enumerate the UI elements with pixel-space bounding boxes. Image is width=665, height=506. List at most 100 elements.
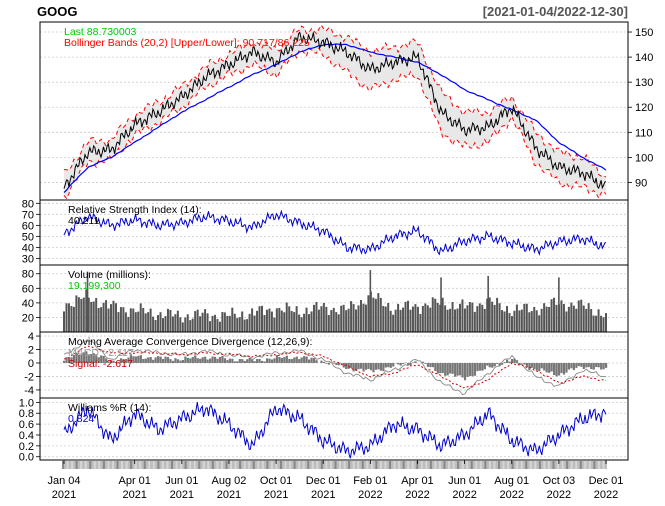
- panel-frame: [39, 397, 629, 461]
- macd-histogram-bar: [253, 361, 256, 363]
- volume-bar: [194, 311, 197, 332]
- x-axis-strip-tick: [561, 461, 564, 469]
- volume-bar: [226, 315, 229, 332]
- volume-bar: [560, 300, 563, 332]
- volume-bar: [161, 318, 164, 332]
- y-tick-label: 80: [22, 269, 34, 281]
- macd-histogram-bar: [206, 359, 209, 363]
- x-axis-strip-tick: [329, 461, 332, 469]
- macd-histogram-bar: [466, 362, 469, 377]
- volume-bar: [508, 313, 511, 332]
- macd-histogram-bar: [285, 355, 288, 363]
- volume-bar: [456, 308, 459, 332]
- macd-histogram-bar: [211, 356, 214, 363]
- volume-bar: [256, 310, 259, 332]
- y-tick-label: 20: [22, 312, 34, 324]
- macd-histogram-bar: [473, 362, 477, 376]
- y-tick-label: 40: [22, 298, 34, 310]
- x-axis-strip-tick: [557, 461, 560, 469]
- x-axis-strip-tick: [529, 461, 532, 469]
- volume-bar: [184, 317, 187, 332]
- macd-histogram-bar: [382, 362, 385, 372]
- x-axis-strip-tick: [416, 461, 419, 469]
- macd-histogram-bar: [213, 356, 217, 363]
- volume-bar: [340, 305, 343, 332]
- macd-histogram-bar: [290, 359, 293, 363]
- volume-bar: [392, 314, 395, 332]
- macd-histogram-bar: [231, 358, 234, 363]
- macd-histogram-bar: [565, 362, 568, 373]
- volume-bar: [310, 311, 313, 332]
- volume-bar: [332, 307, 335, 332]
- macd-histogram-bar: [260, 360, 264, 363]
- x-axis-strip-tick: [448, 461, 451, 469]
- macd-histogram-bar: [327, 362, 331, 365]
- macd-histogram-bar: [191, 357, 194, 363]
- volume-bar: [201, 312, 204, 332]
- macd-histogram-bar: [233, 361, 236, 363]
- macd-histogram-bar: [110, 360, 113, 363]
- macd-histogram-bar: [149, 357, 152, 363]
- macd-histogram-bar: [127, 357, 130, 363]
- volume-bar: [476, 306, 479, 332]
- volume-bar: [251, 308, 254, 332]
- x-axis-strip-tick: [339, 461, 342, 469]
- macd-histogram-bar: [243, 360, 246, 363]
- volume-bar: [228, 315, 231, 332]
- volume-bar: [575, 308, 578, 332]
- macd-histogram-bar: [134, 356, 137, 363]
- volume-bar: [82, 297, 85, 332]
- x-axis-strip-tick: [379, 461, 382, 469]
- x-axis-strip-tick: [184, 461, 187, 469]
- volume-bar: [359, 299, 362, 332]
- volume-bar: [585, 308, 588, 332]
- x-axis-strip-tick: [84, 461, 87, 469]
- volume-bar: [90, 301, 93, 332]
- volume-bar: [481, 304, 484, 332]
- macd-histogram-bar: [241, 359, 244, 363]
- macd-histogram-bar: [174, 358, 177, 363]
- volume-bar: [471, 302, 474, 332]
- macd-histogram-bar: [543, 362, 546, 371]
- macd-histogram-bar: [67, 357, 71, 363]
- macd-histogram-bar: [595, 362, 598, 368]
- macd-histogram-bar: [152, 359, 155, 363]
- volume-bar: [458, 303, 461, 332]
- volume-bar: [421, 305, 424, 332]
- macd-histogram-bar: [555, 362, 558, 377]
- volume-bar: [80, 298, 83, 332]
- macd-histogram-bar: [421, 361, 425, 363]
- macd-histogram-bar: [216, 358, 219, 363]
- x-axis-strip-tick: [402, 461, 405, 469]
- macd-histogram-bar: [575, 362, 578, 368]
- macd-histogram-bar: [402, 362, 405, 365]
- x-axis-strip-tick: [361, 461, 364, 469]
- x-axis-strip-tick: [470, 461, 473, 469]
- macd-histogram-bar: [142, 358, 145, 363]
- macd-histogram-bar: [144, 358, 147, 363]
- annotation-label: Moving Average Convergence Divergence (1…: [68, 336, 312, 348]
- volume-bar: [154, 320, 157, 332]
- volume-bar: [122, 307, 125, 332]
- macd-histogram-bar: [75, 352, 78, 363]
- volume-bar: [513, 310, 516, 332]
- volume-bar: [486, 298, 489, 332]
- macd-histogram-bar: [513, 358, 516, 363]
- macd-histogram-bar: [186, 357, 189, 363]
- x-axis-strip-tick: [89, 461, 92, 469]
- volume-bar: [92, 301, 95, 332]
- macd-histogram-bar: [263, 361, 266, 363]
- x-axis-strip-tick: [111, 461, 114, 469]
- macd-histogram-bar: [129, 354, 133, 363]
- volume-bar: [72, 306, 75, 332]
- x-axis-strip-tick: [298, 461, 301, 469]
- volume-bar: [387, 302, 390, 332]
- macd-histogram-bar: [114, 361, 118, 363]
- volume-bar: [411, 306, 414, 332]
- macd-histogram-bar: [246, 359, 249, 363]
- volume-bar: [572, 305, 575, 332]
- x-tick-label-month: Apr 01: [401, 475, 433, 487]
- volume-bar: [580, 299, 583, 332]
- macd-histogram-bar: [535, 362, 538, 371]
- macd-histogram-bar: [117, 362, 120, 363]
